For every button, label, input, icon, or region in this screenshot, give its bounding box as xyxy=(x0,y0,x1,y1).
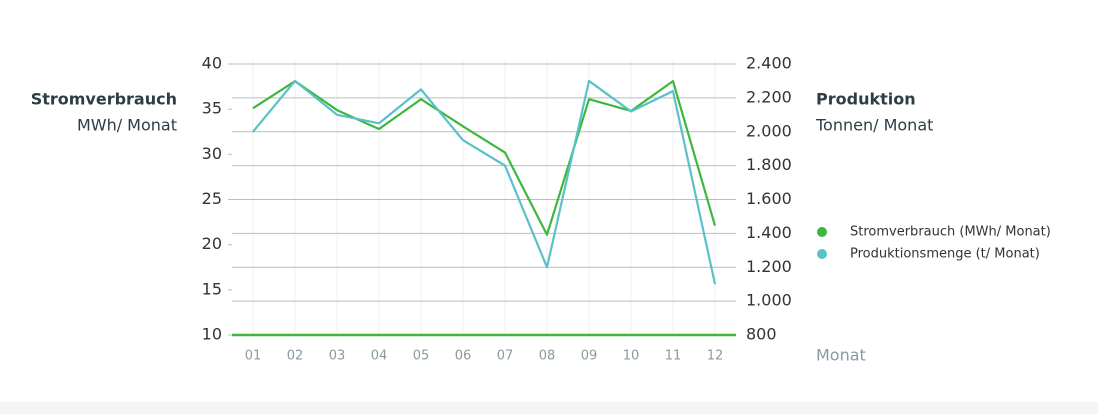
y2-tick-label: 1.000 xyxy=(746,291,792,310)
x-tick-label: 12 xyxy=(707,349,724,364)
x-tick-label: 01 xyxy=(245,349,262,364)
y2-tick-label: 1.800 xyxy=(746,155,792,174)
x-tick-label: 02 xyxy=(287,349,304,364)
y2-unit: Tonnen/ Monat xyxy=(815,116,933,135)
x-label: Monat xyxy=(816,346,866,365)
x-tick-label: 07 xyxy=(497,349,514,364)
y2-tick-label: 1.400 xyxy=(746,223,792,242)
y-tick-label: 30 xyxy=(202,144,222,163)
y-unit: MWh/ Monat xyxy=(77,116,177,135)
legend-swatch xyxy=(817,227,827,237)
y-tick-label: 10 xyxy=(202,325,222,344)
y-tick-label: 35 xyxy=(202,99,222,118)
x-tick-label: 05 xyxy=(413,349,430,364)
y2-tick-label: 800 xyxy=(746,325,777,344)
series-line xyxy=(252,79,717,285)
legend-swatch xyxy=(817,249,827,259)
y-tick-label: 40 xyxy=(202,54,222,73)
x-tick-label: 09 xyxy=(581,349,598,364)
y-tick-label: 20 xyxy=(202,234,222,253)
y-title: Stromverbrauch xyxy=(31,90,177,109)
y2-tick-label: 1.200 xyxy=(746,257,792,276)
legend-label: Produktionsmenge (t/ Monat) xyxy=(850,247,1040,262)
footer-strip xyxy=(0,402,1098,414)
y2-tick-label: 2.400 xyxy=(746,54,792,73)
y2-tick-label: 2.000 xyxy=(746,121,792,140)
x-tick-label: 04 xyxy=(371,349,388,364)
x-tick-label: 03 xyxy=(329,349,346,364)
y2-tick-label: 2.200 xyxy=(746,87,792,106)
y-tick-label: 25 xyxy=(202,189,222,208)
x-tick-label: 06 xyxy=(455,349,472,364)
y-tick-label: 15 xyxy=(202,279,222,298)
legend-label: Stromverbrauch (MWh/ Monat) xyxy=(850,225,1051,240)
x-tick-label: 11 xyxy=(665,349,682,364)
y2-title: Produktion xyxy=(816,90,916,109)
series-line xyxy=(252,80,717,236)
x-tick-label: 10 xyxy=(623,349,640,364)
x-tick-label: 08 xyxy=(539,349,556,364)
y2-tick-label: 1.600 xyxy=(746,189,792,208)
